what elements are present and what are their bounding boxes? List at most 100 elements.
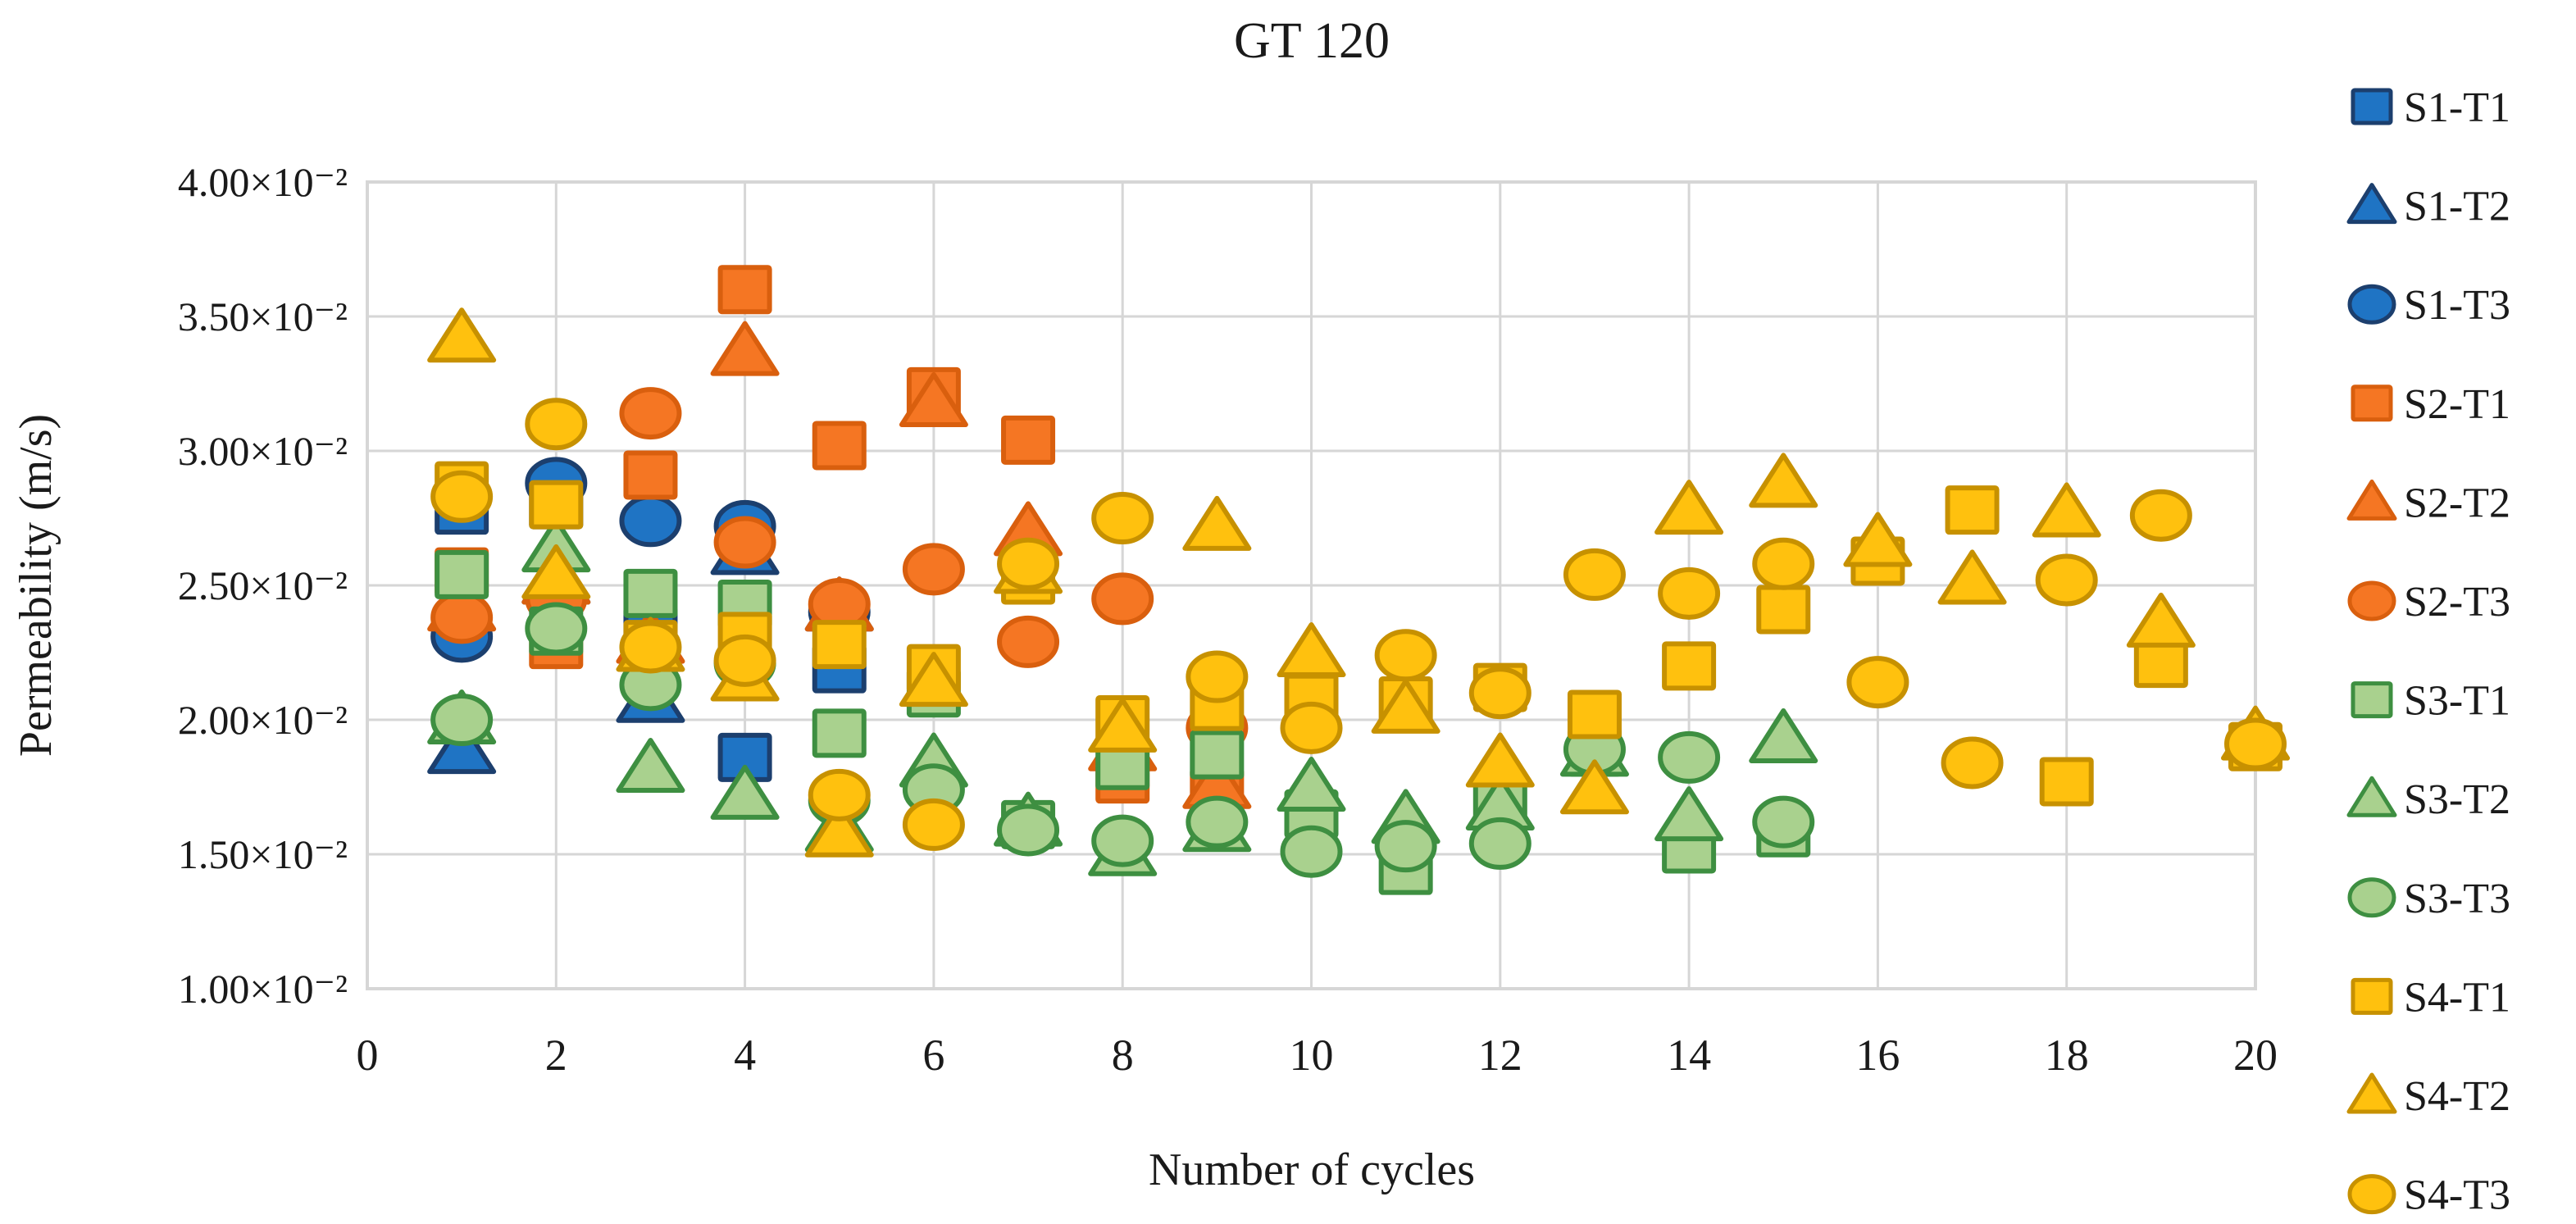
data-point-s4-t3-cycle18 — [2035, 553, 2098, 607]
data-point-s3-t2-cycle10 — [1277, 757, 1346, 812]
y-tick-label: 2.50×10⁻² — [178, 562, 348, 608]
data-point-s2-t3-cycle3 — [619, 387, 682, 440]
legend-item-s3-t1: S3-T1 — [2351, 678, 2510, 725]
data-point-s3-t3-cycle9 — [1186, 795, 1249, 849]
legend-item-s4-t2: S4-T2 — [2346, 1072, 2510, 1120]
square-legend-icon — [2351, 88, 2393, 125]
y-tick-label: 2.00×10⁻² — [178, 697, 348, 743]
data-point-s4-t2-cycle14 — [1654, 480, 1724, 535]
legend-item-s1-t1: S1-T1 — [2351, 84, 2510, 131]
data-point-s3-t3-cycle11 — [1374, 820, 1437, 873]
x-tick-label: 16 — [1855, 1031, 1900, 1080]
data-point-s4-t3-cycle14 — [1658, 566, 1721, 620]
legend: S1-T1 S1-T2 S1-T3 S2-T1 S2-T2 S2-T3 S3-T1 S3-T2… — [2346, 84, 2510, 1219]
data-point-s1-t3-cycle3 — [619, 494, 682, 548]
circle-legend-icon — [2347, 284, 2396, 325]
data-point-s4-t2-cycle1 — [427, 307, 497, 363]
data-point-s4-t3-cycle13 — [1563, 548, 1626, 601]
square-legend-icon — [2351, 681, 2393, 719]
circle-legend-icon — [2347, 1174, 2396, 1215]
triangle-legend-icon — [2346, 776, 2397, 817]
data-point-s4-t3-cycle17 — [1941, 736, 2004, 789]
legend-label: S1-T2 — [2404, 184, 2510, 230]
data-point-s4-t3-cycle9 — [1186, 650, 1249, 703]
data-point-s4-t3-cycle3 — [619, 621, 682, 674]
data-point-s3-t2-cycle14 — [1654, 786, 1724, 842]
data-point-s2-t3-cycle6 — [902, 543, 965, 596]
data-point-s3-t1-cycle1 — [435, 549, 489, 599]
data-point-s4-t2-cycle17 — [1937, 549, 2007, 605]
x-tick-label: 4 — [734, 1031, 756, 1080]
data-points — [427, 265, 2290, 895]
data-point-s4-t2-cycle8 — [1088, 697, 1158, 753]
y-tick-label: 4.00×10⁻² — [178, 159, 348, 205]
data-point-s3-t1-cycle9 — [1190, 730, 1245, 780]
x-tick-label: 10 — [1290, 1031, 1334, 1080]
data-point-s4-t3-cycle8 — [1091, 492, 1154, 544]
legend-label: S4-T2 — [2404, 1073, 2510, 1120]
data-point-s4-t2-cycle2 — [521, 544, 591, 599]
data-point-s3-t3-cycle15 — [1752, 795, 1815, 849]
data-point-s4-t1-cycle13 — [1567, 689, 1622, 739]
data-point-s4-t1-cycle2 — [529, 480, 584, 530]
data-point-s4-t3-cycle5 — [808, 768, 871, 821]
data-point-s4-t3-cycle2 — [525, 398, 588, 451]
data-point-s4-t2-cycle16 — [1843, 512, 1913, 567]
legend-label: S2-T3 — [2404, 579, 2510, 626]
data-point-s3-t2-cycle4 — [710, 764, 780, 820]
data-point-s4-t2-cycle15 — [1749, 453, 1818, 508]
legend-item-s3-t3: S3-T3 — [2347, 876, 2510, 922]
data-point-s3-t3-cycle2 — [525, 602, 588, 655]
data-point-s4-t2-cycle10 — [1277, 622, 1346, 677]
data-point-s3-t1-cycle5 — [812, 708, 867, 758]
x-tick-label: 18 — [2045, 1031, 2089, 1080]
data-point-s3-t3-cycle8 — [1091, 814, 1154, 867]
data-point-s4-t3-cycle7 — [997, 537, 1060, 590]
data-point-s4-t2-cycle12 — [1465, 732, 1535, 788]
data-point-s2-t1-cycle4 — [717, 265, 772, 315]
legend-label: S4-T3 — [2404, 1172, 2510, 1219]
data-point-s4-t2-cycle5 — [804, 802, 874, 858]
data-point-s3-t2-cycle3 — [616, 738, 685, 794]
square-legend-icon — [2351, 977, 2393, 1015]
data-point-s4-t2-cycle13 — [1559, 759, 1629, 815]
legend-label: S3-T1 — [2404, 678, 2510, 725]
data-point-s4-t3-cycle15 — [1752, 537, 1815, 590]
legend-item-s2-t2: S2-T2 — [2346, 479, 2510, 526]
triangle-legend-icon — [2346, 183, 2397, 225]
legend-label: S1-T1 — [2404, 84, 2510, 131]
data-point-s2-t1-cycle3 — [623, 450, 678, 500]
data-point-s2-t3-cycle1 — [430, 591, 494, 644]
legend-label: S3-T2 — [2404, 776, 2510, 823]
data-point-s2-t3-cycle7 — [997, 615, 1060, 668]
chart-title: GT 120 — [1234, 13, 1390, 69]
legend-item-s3-t2: S3-T2 — [2346, 776, 2510, 823]
circle-legend-icon — [2347, 580, 2396, 621]
data-point-s4-t3-cycle16 — [1846, 656, 1909, 709]
data-point-s3-t3-cycle12 — [1468, 817, 1531, 870]
x-tick-label: 20 — [2233, 1031, 2278, 1080]
data-point-s4-t3-cycle12 — [1468, 667, 1531, 720]
legend-item-s4-t1: S4-T1 — [2351, 974, 2510, 1021]
data-point-s4-t1-cycle17 — [1945, 485, 2000, 535]
square-legend-icon — [2351, 384, 2393, 422]
data-point-s4-t2-cycle19 — [2126, 592, 2196, 648]
data-point-s4-t2-cycle18 — [2032, 482, 2101, 538]
legend-label: S1-T3 — [2404, 282, 2510, 329]
data-point-s3-t3-cycle7 — [997, 803, 1060, 857]
y-tick-label: 1.50×10⁻² — [178, 831, 348, 877]
legend-label: S4-T1 — [2404, 974, 2510, 1021]
data-point-s2-t1-cycle5 — [812, 421, 867, 471]
data-point-s4-t3-cycle19 — [2129, 489, 2192, 542]
data-point-s4-t1-cycle14 — [1662, 641, 1717, 691]
data-point-s3-t3-cycle1 — [430, 694, 494, 746]
legend-item-s4-t3: S4-T3 — [2347, 1172, 2510, 1219]
data-point-s3-t3-cycle10 — [1280, 825, 1343, 878]
data-point-s2-t3-cycle8 — [1091, 572, 1154, 626]
data-point-s1-t2-cycle1 — [427, 719, 497, 775]
data-point-s4-t2-cycle6 — [899, 652, 968, 708]
triangle-legend-icon — [2346, 1072, 2397, 1114]
legend-label: S3-T3 — [2404, 876, 2510, 922]
data-point-s2-t2-cycle6 — [899, 371, 968, 427]
